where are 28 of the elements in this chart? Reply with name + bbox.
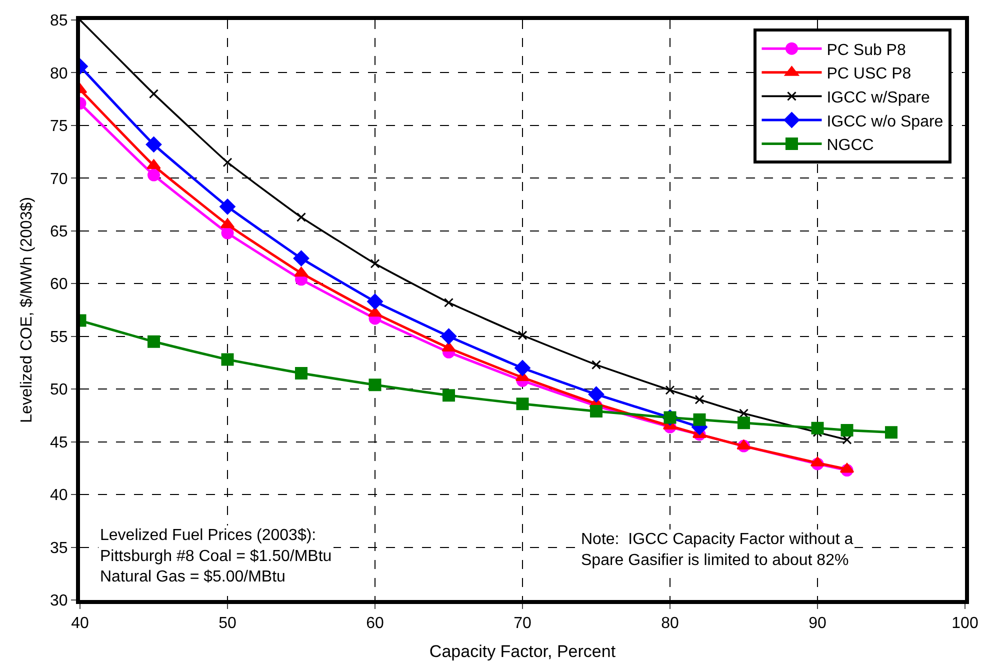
y-tick-label: 70 bbox=[50, 170, 68, 188]
x-tick-label: 100 bbox=[952, 615, 978, 632]
x-tick-label: 70 bbox=[514, 615, 532, 632]
y-tick-label: 45 bbox=[50, 434, 68, 452]
y-tick-label: 35 bbox=[50, 540, 68, 557]
x-axis-title: Capacity Factor, Percent bbox=[429, 642, 616, 662]
y-tick-label: 40 bbox=[50, 487, 68, 504]
y-tick-label: 50 bbox=[50, 382, 68, 399]
y-tick-label: 65 bbox=[50, 224, 68, 241]
legend-label: PC USC P8 bbox=[826, 66, 912, 83]
y-tick-label: 60 bbox=[50, 276, 68, 294]
annotation: Levelized Fuel Prices (2003$): Pittsburgh #8 Coal = $1.50/MBtu Natural Gas = $5.00/MBtu bbox=[100, 527, 332, 586]
y-tick-label: 30 bbox=[50, 592, 68, 610]
x-tick-label: 40 bbox=[71, 615, 89, 632]
x-tick-label: 50 bbox=[218, 615, 236, 632]
y-tick-label: 75 bbox=[50, 118, 68, 136]
x-tick-label: 80 bbox=[661, 615, 679, 632]
legend-label: NGCC bbox=[826, 137, 874, 154]
annotation: Note: IGCC Capacity Factor without a Spare Gasifier is limited to about 82% bbox=[581, 531, 854, 569]
legend-label: IGCC w/o Spare bbox=[826, 113, 944, 130]
y-tick-label: 80 bbox=[50, 65, 68, 82]
legend-label: PC Sub P8 bbox=[826, 42, 906, 59]
x-tick-label: 90 bbox=[808, 615, 826, 632]
y-tick-label: 85 bbox=[50, 12, 68, 30]
y-tick-label: 55 bbox=[50, 328, 68, 346]
legend-label: IGCC w/Spare bbox=[826, 89, 930, 106]
x-tick-label: 60 bbox=[366, 615, 384, 632]
y-axis-title: Levelized COE, $/MWh (2003$) bbox=[18, 197, 36, 423]
